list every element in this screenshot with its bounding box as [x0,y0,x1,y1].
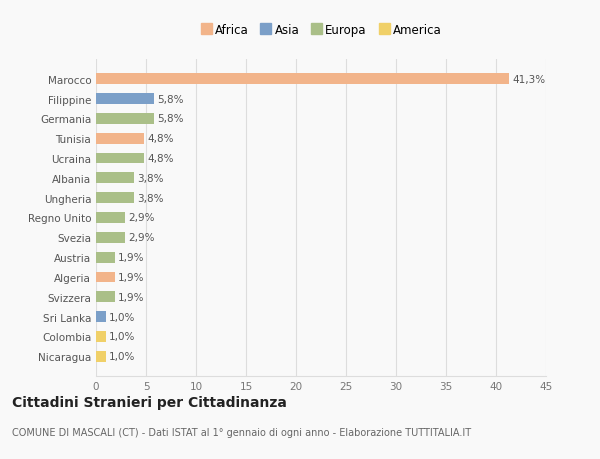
Bar [96,272,115,283]
Text: 41,3%: 41,3% [512,74,545,84]
Text: 3,8%: 3,8% [137,174,163,184]
Text: 1,9%: 1,9% [118,272,145,282]
Text: 4,8%: 4,8% [147,154,173,164]
Bar [96,114,154,124]
Bar [96,213,125,224]
Text: 1,0%: 1,0% [109,332,136,342]
Text: 1,9%: 1,9% [118,252,145,263]
Bar [96,173,134,184]
Bar [96,153,144,164]
Text: Cittadini Stranieri per Cittadinanza: Cittadini Stranieri per Cittadinanza [12,395,287,409]
Text: 5,8%: 5,8% [157,94,184,104]
Bar [96,74,509,85]
Bar [96,134,144,144]
Bar [96,94,154,105]
Text: 4,8%: 4,8% [147,134,173,144]
Bar [96,331,106,342]
Text: 2,9%: 2,9% [128,213,155,223]
Text: 5,8%: 5,8% [157,114,184,124]
Bar [96,252,115,263]
Bar [96,312,106,322]
Text: 1,0%: 1,0% [109,352,136,362]
Bar [96,232,125,243]
Bar [96,292,115,302]
Bar [96,193,134,204]
Text: COMUNE DI MASCALI (CT) - Dati ISTAT al 1° gennaio di ogni anno - Elaborazione TU: COMUNE DI MASCALI (CT) - Dati ISTAT al 1… [12,427,471,437]
Text: 2,9%: 2,9% [128,233,155,243]
Text: 1,9%: 1,9% [118,292,145,302]
Legend: Africa, Asia, Europa, America: Africa, Asia, Europa, America [200,24,442,37]
Text: 1,0%: 1,0% [109,312,136,322]
Text: 3,8%: 3,8% [137,193,163,203]
Bar [96,351,106,362]
